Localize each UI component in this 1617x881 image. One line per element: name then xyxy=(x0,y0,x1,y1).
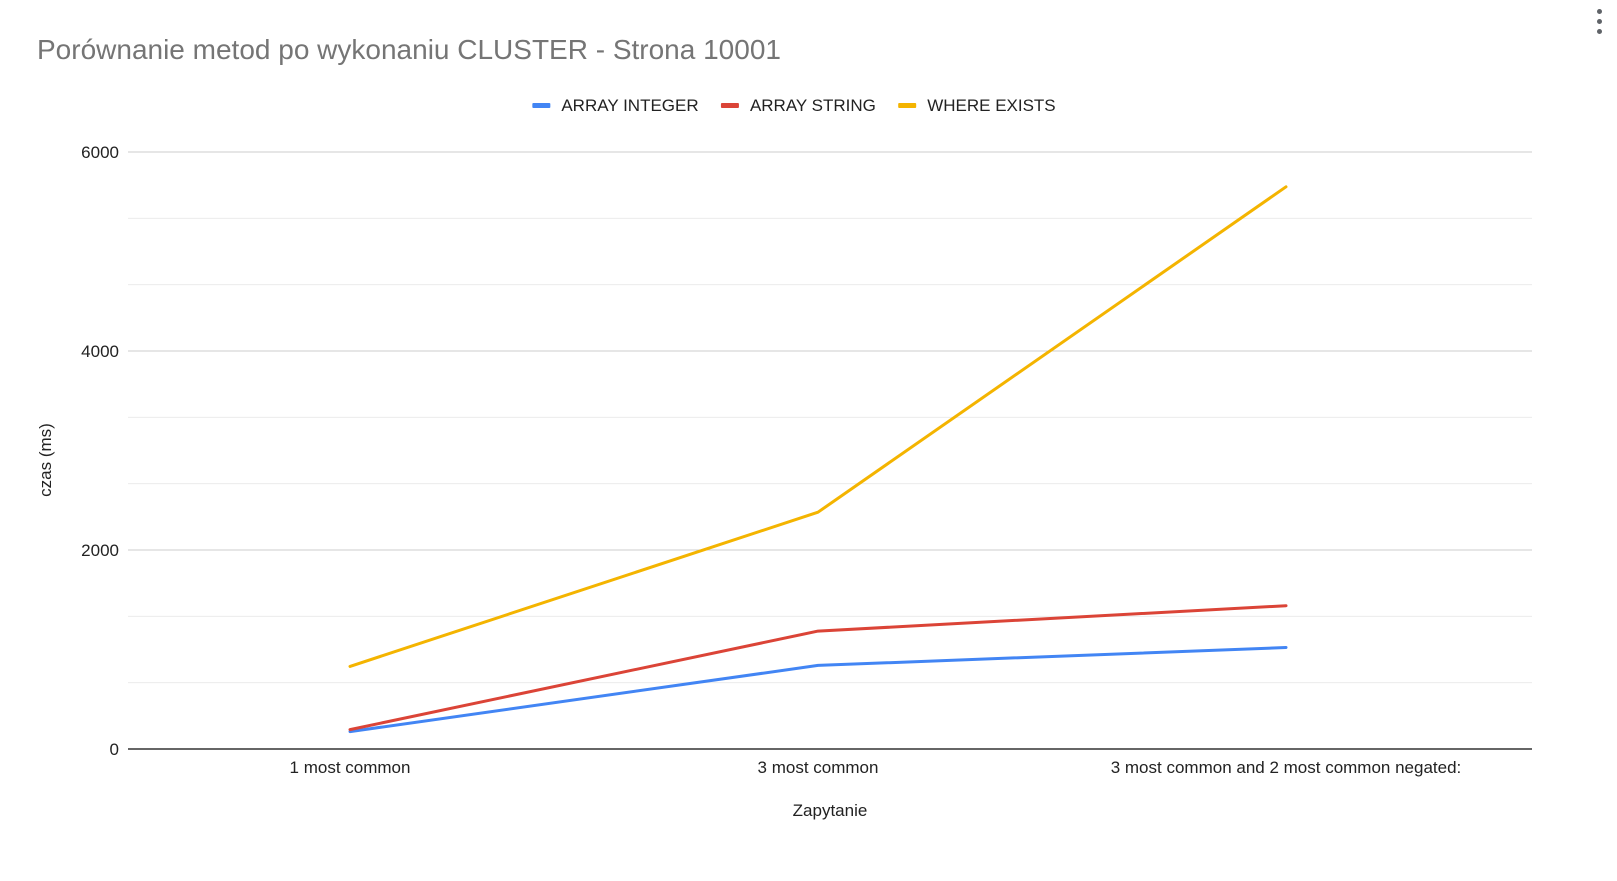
legend-label: WHERE EXISTS xyxy=(927,96,1055,115)
x-axis-ticks: 1 most common 3 most common 3 most common … xyxy=(290,758,1462,777)
gridlines xyxy=(128,151,1532,684)
menu-dot xyxy=(1597,29,1602,34)
chart-title: Porównanie metod po wykonaniu CLUSTER - … xyxy=(37,34,781,65)
y-axis-label: czas (ms) xyxy=(36,423,55,497)
y-tick-label: 4000 xyxy=(81,342,119,361)
legend-item: WHERE EXISTS xyxy=(898,96,1056,115)
x-axis-label: Zapytanie xyxy=(793,801,868,820)
menu-dot xyxy=(1597,19,1602,24)
series-line xyxy=(348,646,1288,734)
y-tick-label: 2000 xyxy=(81,541,119,560)
legend-item: ARRAY INTEGER xyxy=(532,96,699,115)
series-lines xyxy=(348,185,1288,734)
x-tick-label: 1 most common xyxy=(290,758,411,777)
menu-dot xyxy=(1597,9,1602,14)
x-tick-label: 3 most common and 2 most common negated: xyxy=(1111,758,1462,777)
more-vert-icon[interactable] xyxy=(1592,6,1608,36)
legend-item: ARRAY STRING xyxy=(720,96,876,115)
legend-label: ARRAY INTEGER xyxy=(561,96,698,115)
legend-swatch xyxy=(532,103,551,108)
legend-swatch xyxy=(898,103,917,108)
x-tick-label: 3 most common xyxy=(758,758,879,777)
series-line xyxy=(348,604,1288,732)
legend-swatch xyxy=(720,103,739,108)
legend-label: ARRAY STRING xyxy=(750,96,876,115)
y-axis-ticks: 0 2000 4000 6000 xyxy=(81,143,119,759)
series-line xyxy=(348,185,1288,668)
legend: ARRAY INTEGER ARRAY STRING WHERE EXISTS xyxy=(532,96,1056,115)
y-tick-label: 0 xyxy=(110,740,119,759)
y-tick-label: 6000 xyxy=(81,143,119,162)
